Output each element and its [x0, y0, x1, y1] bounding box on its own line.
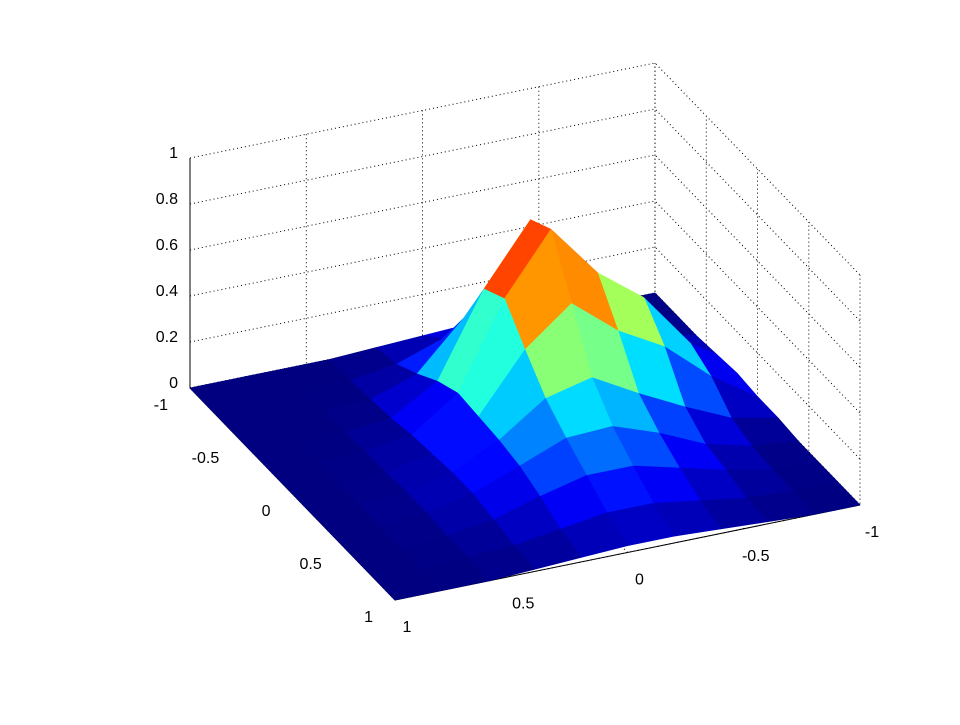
z-tick-label: 0.2	[156, 329, 178, 346]
y-tick-label: 0	[262, 503, 271, 520]
z-tick-label: 0	[169, 375, 178, 392]
surface-patch	[374, 568, 442, 601]
y-tick-label: 0.5	[300, 556, 322, 573]
x-tick-label: -0.5	[742, 548, 770, 565]
x-tick-label: 1	[403, 619, 412, 636]
grid-line	[422, 110, 628, 553]
grid-line	[654, 63, 861, 506]
z-tick-label: 0.4	[156, 283, 178, 300]
grid-line	[305, 134, 512, 577]
y-tick-label: -1	[154, 397, 168, 414]
z-tick-label: 0.6	[156, 237, 178, 254]
z-tick-label: 1	[169, 145, 178, 162]
x-tick-label: 0	[635, 572, 644, 589]
y-tick-label: -0.5	[192, 450, 220, 467]
grid-line	[538, 86, 745, 530]
z-tick-label: 0.8	[156, 191, 178, 208]
x-tick-label: -1	[865, 524, 879, 541]
x-tick-label: 0.5	[512, 595, 534, 612]
y-tick-label: 1	[364, 609, 373, 626]
